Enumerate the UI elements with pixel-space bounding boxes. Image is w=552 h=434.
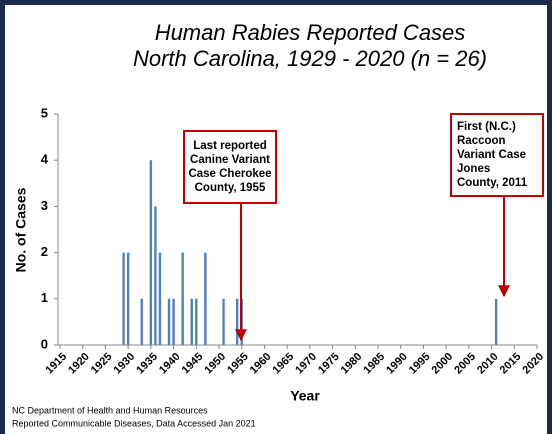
panel <box>5 5 547 434</box>
bar <box>181 252 184 345</box>
annotation-text: Variant Case <box>457 149 526 161</box>
annotation-text: Raccoon <box>457 135 506 147</box>
y-tick-label: 1 <box>41 290 48 305</box>
annotation-box <box>183 130 277 204</box>
annotation-text: Case Cherokee <box>188 168 271 180</box>
annotation-box <box>450 113 544 197</box>
bar <box>222 298 225 345</box>
annotation-text: County, 2011 <box>457 177 528 189</box>
y-tick-label: 5 <box>41 105 48 120</box>
chart-title: North Carolina, 1929 - 2020 (n = 26) <box>133 46 487 71</box>
bar <box>158 252 162 345</box>
annotation-text: First (N.C.) <box>457 121 516 133</box>
annotation-text: Last reported <box>193 140 267 152</box>
bar <box>167 298 171 345</box>
y-axis-label: No. of Cases <box>13 187 29 272</box>
y-tick-label: 4 <box>41 152 49 167</box>
source: Reported Communicable Diseases, Data Acc… <box>12 418 256 428</box>
y-tick-label: 0 <box>41 336 48 351</box>
bar <box>235 298 239 345</box>
bar <box>494 298 498 345</box>
x-axis-label: Year <box>290 388 320 404</box>
bar <box>154 206 157 345</box>
bar <box>122 252 125 345</box>
y-tick-label: 2 <box>41 244 48 259</box>
bar <box>149 160 153 345</box>
annotation-text: County, 1955 <box>195 182 266 194</box>
bar <box>140 298 143 345</box>
bar <box>172 298 175 345</box>
bar <box>195 298 198 345</box>
bar <box>204 252 207 345</box>
bar <box>190 298 193 345</box>
y-tick-label: 3 <box>41 198 48 213</box>
annotation-text: Jones <box>457 163 490 175</box>
bar <box>126 252 130 345</box>
annotation-text: Canine Variant <box>190 154 270 166</box>
chart-title: Human Rabies Reported Cases <box>155 20 466 45</box>
source: NC Department of Health and Human Resour… <box>12 405 208 415</box>
